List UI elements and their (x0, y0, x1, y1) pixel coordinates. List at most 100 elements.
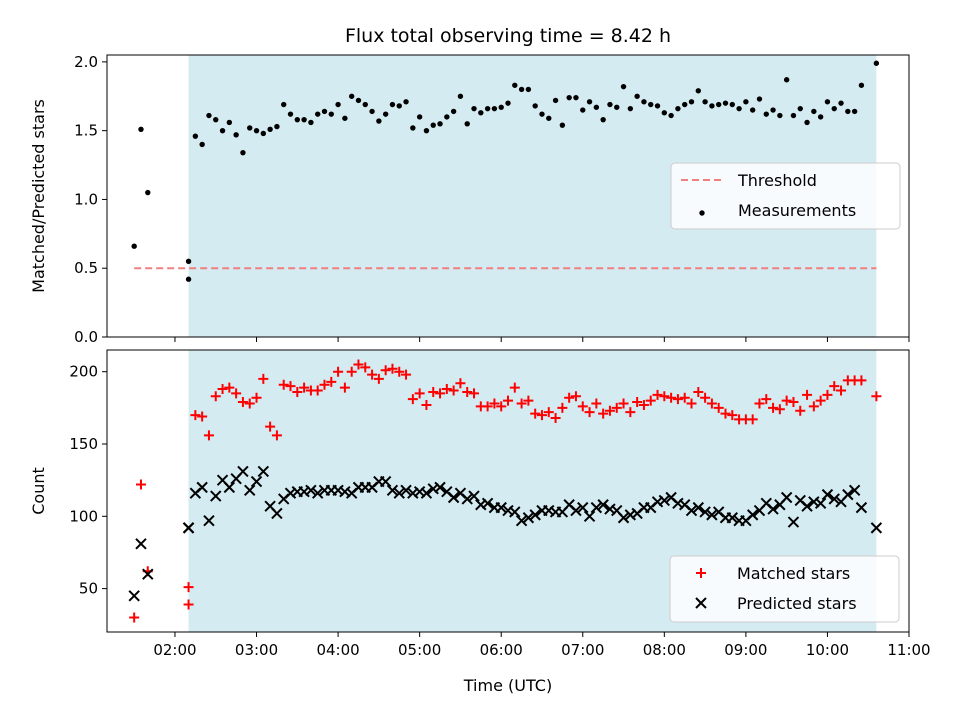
predicted-star-point (726, 512, 738, 524)
measurement-point (777, 112, 783, 119)
predicted-star-point (379, 475, 392, 488)
predicted-star-point (780, 491, 793, 504)
matched-star-point (713, 402, 724, 413)
legend: Threshold Measurements (670, 162, 901, 230)
measurement-point (267, 126, 273, 132)
measurement-point (607, 101, 613, 108)
matched-star-point (706, 398, 717, 409)
x-tick-label: 07:00 (561, 641, 604, 659)
matched-star-point (638, 399, 649, 410)
matched-star-point (632, 397, 643, 408)
measurement-point (410, 125, 416, 131)
measurement-point (804, 119, 810, 126)
x-tick-label: 04:00 (316, 641, 359, 659)
measurement-point (253, 127, 260, 134)
y-tick-label: 150 (69, 435, 98, 453)
matched-star-point (666, 392, 677, 403)
matched-star-point (285, 381, 296, 392)
measurement-point (260, 130, 267, 137)
legend-label: Predicted stars (737, 594, 857, 613)
matched-star-point (611, 402, 622, 413)
measurement-point (722, 100, 729, 106)
matched-star-point (604, 405, 615, 416)
legend-entry: Measurements (699, 201, 856, 220)
legend-entry: Matched stars (696, 564, 850, 583)
measurement-point (355, 97, 362, 104)
measurement-point (328, 111, 334, 117)
predicted-star-point (128, 590, 140, 602)
predicted-star-point (461, 493, 473, 505)
measurement-point (389, 101, 396, 108)
x-tick-label: 09:00 (724, 641, 767, 659)
matched-star-point (822, 389, 833, 400)
matched-star-point (237, 397, 248, 408)
matched-star-point (856, 375, 867, 386)
matched-star-point (224, 382, 235, 393)
measurement-point (593, 104, 600, 110)
matched-star-point (761, 394, 772, 405)
matched-star-point (754, 398, 765, 409)
measurement-point (532, 103, 538, 109)
matched-star-point (292, 386, 303, 397)
measurement-point (648, 101, 654, 108)
predicted-star-point (515, 514, 528, 527)
y-tick-label: 200 (69, 363, 98, 381)
matched-star-point (455, 378, 466, 389)
y-tick-label: 100 (69, 507, 98, 525)
predicted-star-point (767, 503, 779, 515)
matched-star-point (727, 410, 738, 421)
measurement-point (668, 112, 674, 119)
measurement-point (709, 103, 715, 109)
matched-star-point (333, 366, 344, 377)
measurement-point (620, 83, 627, 90)
predicted-star-point (814, 497, 827, 509)
measurement-point (586, 99, 593, 105)
matched-star-point (448, 385, 459, 396)
matched-star-point (319, 379, 330, 390)
measurement-point (362, 101, 368, 108)
measurement-point (525, 86, 532, 93)
predicted-star-point (210, 490, 222, 502)
measurement-point (539, 111, 545, 117)
legend-box (670, 162, 901, 230)
predicted-star-point (420, 487, 433, 499)
measurement-point (783, 77, 790, 83)
legend-entry: Threshold (681, 171, 817, 190)
legend-swatch (695, 597, 707, 609)
measurement-point (614, 104, 620, 110)
measurement-point (811, 108, 817, 115)
measurement-point (444, 114, 450, 120)
y-tick-label: 2.0 (74, 53, 98, 71)
predicted-star-point (495, 501, 507, 514)
measurement-point (145, 189, 151, 196)
predicted-star-point (821, 488, 834, 501)
measurement-point (688, 99, 695, 105)
matched-star-point (700, 392, 711, 403)
measurement-point (213, 116, 219, 123)
measurement-point (321, 108, 328, 115)
matched-star-point (407, 394, 418, 405)
matched-star-point (197, 411, 208, 422)
y-axis-label: Count (29, 467, 48, 515)
x-tick-label: 11:00 (887, 641, 930, 659)
predicted-star-point (787, 516, 800, 528)
matched-star-point (258, 373, 269, 384)
matched-star-point (543, 407, 554, 418)
measurement-point (335, 101, 341, 108)
measurement-point (505, 100, 511, 106)
measurement-point (240, 149, 246, 156)
measurement-point (654, 103, 661, 109)
plot-frame (106, 349, 910, 633)
top-panel: 0.0 0.5 1.0 1.5 2.0 Flux total observing time… (29, 25, 910, 346)
measurement-point (287, 111, 294, 117)
legend-box (669, 555, 900, 623)
matched-star-point (802, 389, 813, 400)
matched-star-point (693, 386, 704, 397)
measurement-point (873, 60, 880, 66)
matched-star-point (217, 384, 228, 395)
measurement-point (233, 132, 239, 138)
measurement-point (790, 112, 797, 119)
x-tick-label: 06:00 (480, 641, 523, 659)
measurement-point (661, 110, 668, 116)
matched-star-point (394, 366, 405, 377)
